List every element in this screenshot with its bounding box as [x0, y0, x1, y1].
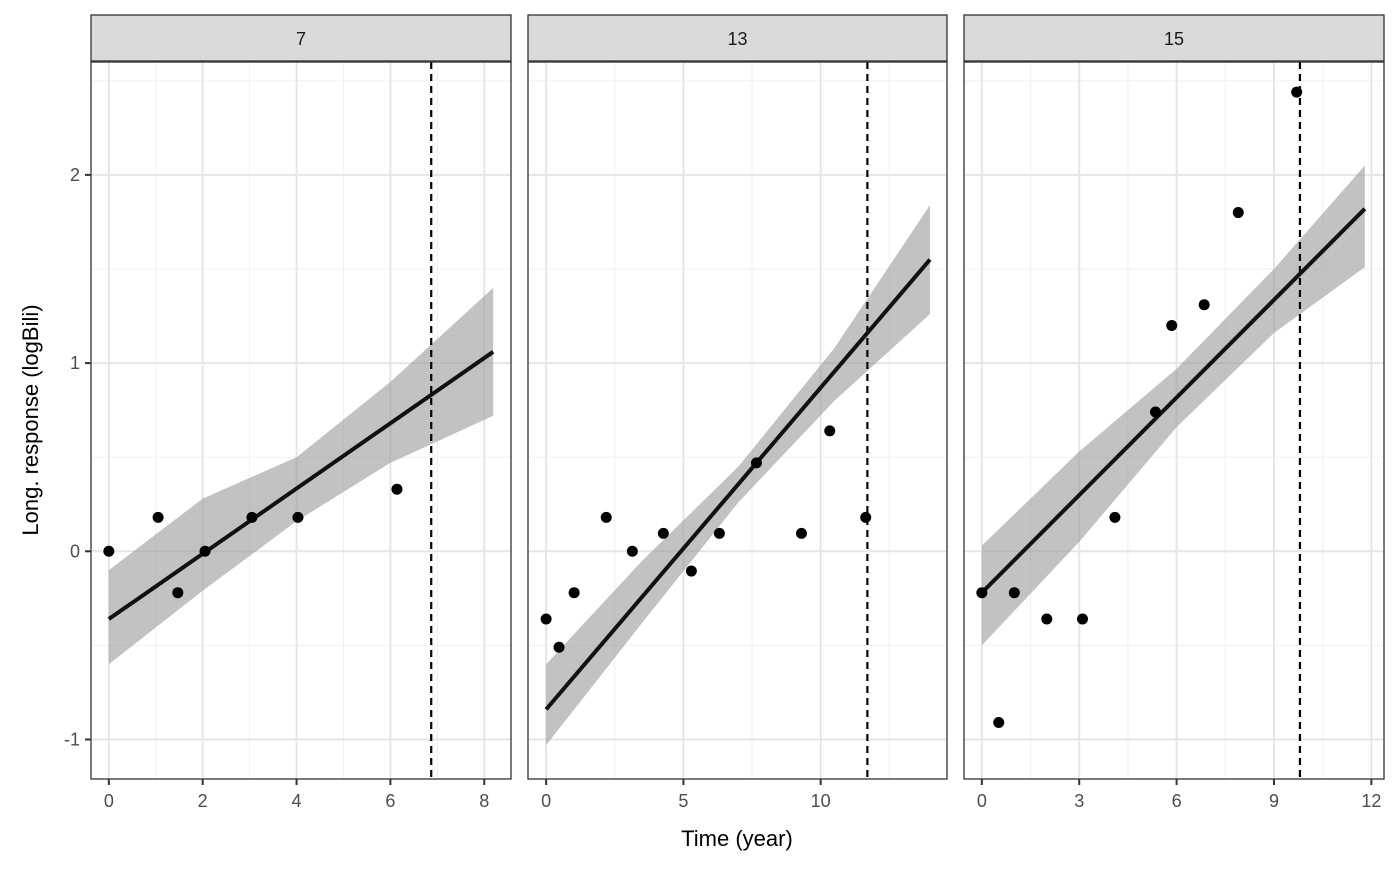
data-point — [540, 613, 552, 625]
facet-strip-label: 15 — [1164, 29, 1184, 49]
y-tick-label: 1 — [70, 353, 80, 373]
data-point — [199, 545, 211, 557]
x-tick-label: 0 — [977, 791, 987, 811]
data-point — [568, 587, 580, 599]
data-point — [626, 545, 638, 557]
data-point — [1232, 207, 1244, 219]
data-point — [795, 527, 807, 539]
confidence-ribbon — [546, 205, 930, 746]
fitted-line — [980, 207, 1367, 595]
x-tick-label: 5 — [678, 791, 688, 811]
data-point — [1198, 299, 1210, 311]
panel-border — [963, 61, 1385, 780]
y-tick-label: 2 — [70, 165, 80, 185]
data-point — [600, 511, 612, 523]
x-tick-label: 6 — [1172, 791, 1182, 811]
fitted-line — [107, 350, 495, 621]
facet-strip — [90, 14, 512, 62]
facet-strip — [527, 14, 948, 62]
x-tick-label: 2 — [198, 791, 208, 811]
panel-7: 7 0 2 4 6 8 — [90, 14, 512, 811]
y-tick-label: 0 — [70, 541, 80, 561]
data-point — [824, 425, 836, 437]
data-point — [246, 511, 258, 523]
data-point — [750, 457, 762, 469]
facet-strip-label: 13 — [727, 29, 747, 49]
facet-strip — [963, 14, 1385, 62]
data-point — [860, 511, 872, 523]
data-point — [685, 565, 697, 577]
facet-strip-label: 7 — [296, 29, 306, 49]
data-point — [1008, 587, 1020, 599]
data-point — [172, 587, 184, 599]
confidence-ribbon — [981, 165, 1365, 646]
data-point — [1109, 511, 1121, 523]
data-point — [657, 527, 669, 539]
x-tick-label: 12 — [1361, 791, 1381, 811]
x-tick-label: 4 — [292, 791, 302, 811]
x-tick-label: 0 — [541, 791, 551, 811]
y-tick-label: -1 — [64, 729, 80, 749]
panel-border — [90, 61, 512, 780]
panel-15: 15 0 3 6 9 12 — [963, 14, 1385, 811]
x-tick-label: 8 — [479, 791, 489, 811]
data-point — [1076, 613, 1088, 625]
data-point — [152, 511, 164, 523]
data-point — [292, 511, 304, 523]
data-point — [553, 641, 565, 653]
data-point — [976, 587, 988, 599]
panel-border — [527, 61, 948, 780]
data-point — [1041, 613, 1053, 625]
y-axis-title: Long. response (logBili) — [18, 304, 43, 535]
x-tick-label: 10 — [811, 791, 831, 811]
x-tick-label: 0 — [104, 791, 114, 811]
fitted-line — [544, 258, 932, 711]
panel-13: 13 0 5 10 — [527, 14, 948, 811]
data-point — [103, 545, 115, 557]
confidence-ribbon — [108, 287, 494, 665]
data-point — [1291, 86, 1303, 98]
x-tick-label: 3 — [1074, 791, 1084, 811]
data-point — [391, 483, 403, 495]
data-point — [1166, 319, 1178, 331]
x-tick-label: 6 — [385, 791, 395, 811]
x-tick-label: 9 — [1269, 791, 1279, 811]
x-axis-title: Time (year) — [681, 826, 793, 851]
data-point — [993, 717, 1005, 729]
data-point — [1149, 406, 1161, 418]
data-point — [713, 527, 725, 539]
